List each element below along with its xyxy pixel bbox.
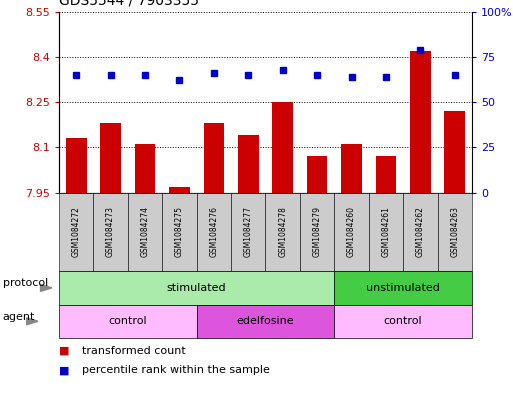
Bar bbox=[169, 187, 190, 193]
Text: GDS5544 / 7903355: GDS5544 / 7903355 bbox=[59, 0, 199, 8]
Bar bbox=[66, 138, 87, 193]
Text: edelfosine: edelfosine bbox=[236, 316, 294, 326]
Text: GSM1084261: GSM1084261 bbox=[382, 206, 390, 257]
Text: GSM1084263: GSM1084263 bbox=[450, 206, 459, 257]
Text: GSM1084272: GSM1084272 bbox=[72, 206, 81, 257]
Bar bbox=[238, 135, 259, 193]
Text: control: control bbox=[384, 316, 422, 326]
Bar bbox=[272, 102, 293, 193]
Bar bbox=[204, 123, 224, 193]
Text: unstimulated: unstimulated bbox=[366, 283, 440, 293]
Bar bbox=[376, 156, 396, 193]
Bar bbox=[135, 144, 155, 193]
Text: control: control bbox=[109, 316, 147, 326]
Text: ■: ■ bbox=[59, 346, 69, 356]
Text: GSM1084278: GSM1084278 bbox=[278, 206, 287, 257]
Bar bbox=[410, 51, 430, 193]
Text: protocol: protocol bbox=[3, 278, 48, 288]
Bar bbox=[100, 123, 121, 193]
Text: GSM1084276: GSM1084276 bbox=[209, 206, 219, 257]
Text: GSM1084277: GSM1084277 bbox=[244, 206, 253, 257]
Text: GSM1084274: GSM1084274 bbox=[141, 206, 149, 257]
Bar bbox=[444, 111, 465, 193]
Text: GSM1084275: GSM1084275 bbox=[175, 206, 184, 257]
Text: GSM1084260: GSM1084260 bbox=[347, 206, 356, 257]
Text: GSM1084273: GSM1084273 bbox=[106, 206, 115, 257]
Text: GSM1084262: GSM1084262 bbox=[416, 206, 425, 257]
Text: percentile rank within the sample: percentile rank within the sample bbox=[82, 365, 270, 375]
Bar bbox=[307, 156, 327, 193]
Text: GSM1084279: GSM1084279 bbox=[312, 206, 322, 257]
Text: transformed count: transformed count bbox=[82, 346, 186, 356]
Bar bbox=[341, 144, 362, 193]
Text: ■: ■ bbox=[59, 365, 69, 375]
Text: stimulated: stimulated bbox=[167, 283, 226, 293]
Text: agent: agent bbox=[3, 312, 35, 321]
